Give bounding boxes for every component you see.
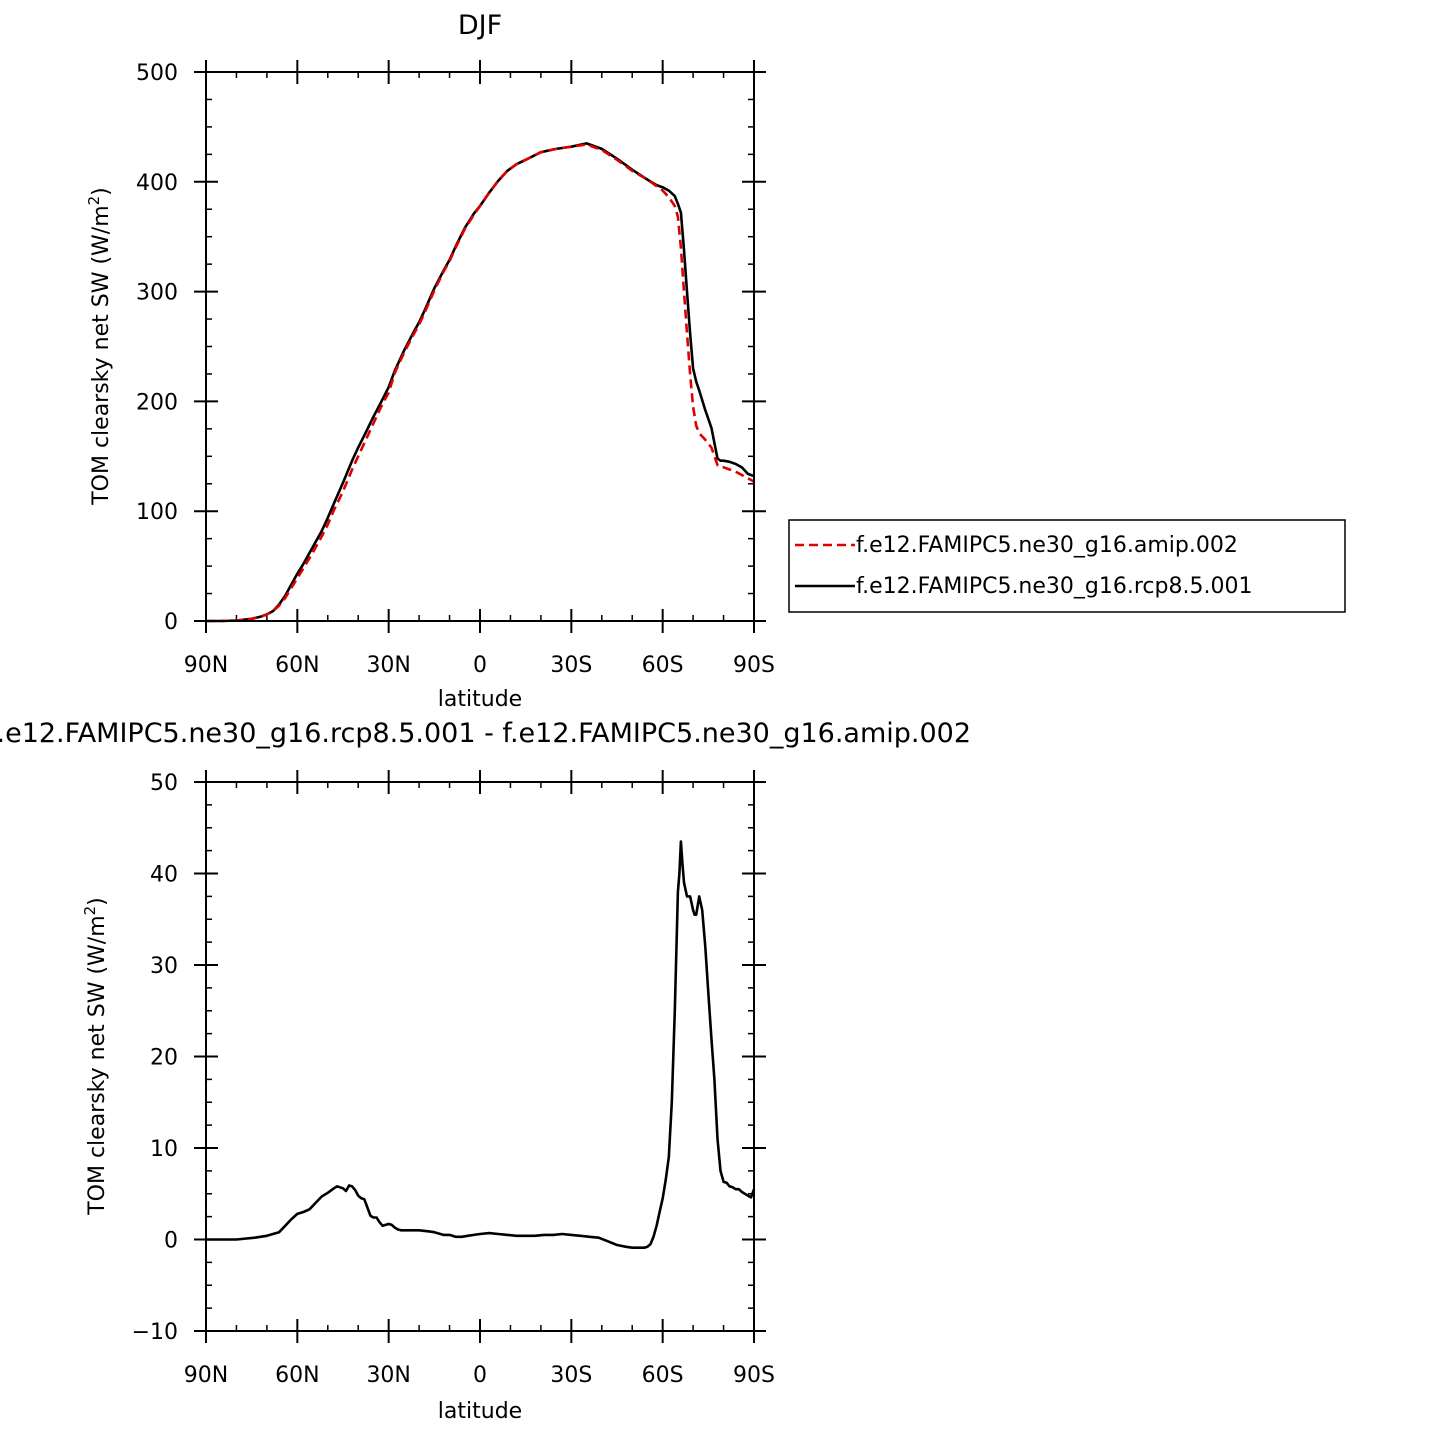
bottom-y-tick-label: 40 xyxy=(150,863,178,888)
top-x-tick-label: 0 xyxy=(473,653,487,678)
bottom-x-tick-label: 30S xyxy=(550,1363,592,1388)
top-x-tick-label: 30S xyxy=(550,653,592,678)
top-axes: 90N 60N 30N 0 30S 60S 90S 0 100 200 300 400 500 xyxy=(136,60,775,678)
top-x-tick-label: 90N xyxy=(184,653,228,678)
top-x-tick-label: 30N xyxy=(366,653,410,678)
bottom-x-tick-label: 60N xyxy=(275,1363,319,1388)
bottom-y-axis-label: TOM clearsky net SW (W/m2) xyxy=(81,897,110,1216)
top-y-tick-label: 200 xyxy=(136,390,178,415)
top-panel: DJF 90N 60N 30N 0 30S 60S 90S0100200300400500 … xyxy=(85,10,1346,712)
top-y-axis-label-end: ) xyxy=(89,187,114,196)
bottom-x-tick-label: 30N xyxy=(366,1363,410,1388)
top-x-tick-label: 60S xyxy=(642,653,684,678)
bottom-axes: 90N 60N 30N 0 30S 60S 90S −10 0 10 20 30 40 50 xyxy=(132,770,775,1388)
top-x-tick-label: 60N xyxy=(275,653,319,678)
bottom-series-lines xyxy=(206,840,756,1249)
bottom-y-tick-label: 50 xyxy=(150,771,178,796)
bottom-chart-title: f.e12.FAMIPC5.ne30_g16.rcp8.5.001 - f.e1… xyxy=(0,718,971,749)
top-y-tick-label: 500 xyxy=(136,61,178,86)
top-series-line-0 xyxy=(206,143,755,623)
bottom-y-tick-label: 20 xyxy=(150,1046,178,1071)
bottom-y-tick-label: −10 xyxy=(132,1320,178,1345)
top-y-axis-label-main: TOM clearsky net SW (W/m xyxy=(89,205,114,505)
bottom-x-tick-label: 60S xyxy=(642,1363,684,1388)
bottom-x-tick-label: 90N xyxy=(184,1363,228,1388)
top-y-axis-label: TOM clearsky net SW (W/m2) xyxy=(85,187,114,506)
top-x-axis-label: latitude xyxy=(438,687,522,712)
top-y-axis-label-sup: 2 xyxy=(85,196,103,206)
bottom-panel: f.e12.FAMIPC5.ne30_g16.rcp8.5.001 - f.e1… xyxy=(0,718,971,1424)
bottom-plot-frame xyxy=(205,781,755,1332)
top-x-tick-label: 90S xyxy=(733,653,775,678)
top-series-lines xyxy=(206,142,755,623)
bottom-x-tick-label: 0 xyxy=(473,1363,487,1388)
bottom-y-axis-label-sup: 2 xyxy=(81,906,99,916)
bottom-y-tick-label: 30 xyxy=(150,954,178,979)
legend-box xyxy=(788,519,1346,613)
bottom-y-axis-label-main: TOM clearsky net SW (W/m xyxy=(85,915,110,1215)
legend-label-rcp: f.e12.FAMIPC5.ne30_g16.rcp8.5.001 xyxy=(856,574,1252,599)
bottom-series-line-0 xyxy=(206,840,756,1249)
top-y-tick-label: 300 xyxy=(136,281,178,306)
top-series-line-1 xyxy=(206,142,755,623)
bottom-x-axis-label: latitude xyxy=(438,1399,522,1424)
top-y-tick-label: 400 xyxy=(136,171,178,196)
top-chart-title: DJF xyxy=(458,10,502,41)
bottom-y-tick-label: 10 xyxy=(150,1137,178,1162)
legend: f.e12.FAMIPC5.ne30_g16.amip.002 f.e12.FA… xyxy=(788,519,1346,613)
legend-label-amip: f.e12.FAMIPC5.ne30_g16.amip.002 xyxy=(856,533,1238,558)
bottom-y-tick-label: 0 xyxy=(164,1229,178,1254)
bottom-y-axis-label-end: ) xyxy=(85,897,110,906)
top-plot-frame xyxy=(205,71,755,622)
bottom-x-tick-label: 90S xyxy=(733,1363,775,1388)
top-y-tick-label: 0 xyxy=(164,610,178,635)
top-y-tick-label: 100 xyxy=(136,500,178,525)
